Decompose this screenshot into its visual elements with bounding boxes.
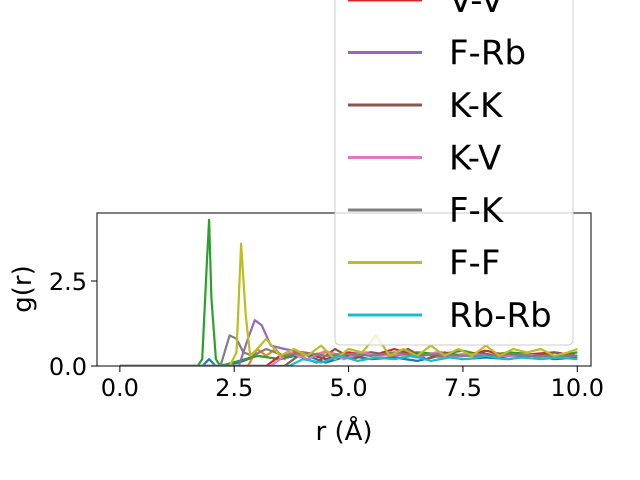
tick-layer: 0.0 2.5 5.0 7.5 10.0 0.0 2.5 <box>49 268 604 402</box>
legend-label: V-V <box>449 0 504 21</box>
legend-label: Rb-Rb <box>449 296 552 336</box>
x-tick-label: 10.0 <box>551 374 604 402</box>
y-tick-label: 0.0 <box>49 353 87 381</box>
x-tick-label: 5.0 <box>329 374 367 402</box>
x-tick-label: 7.5 <box>444 374 482 402</box>
legend-label: K-K <box>449 86 504 126</box>
x-axis-label: r (Å) <box>315 415 372 447</box>
legend-label: F-Rb <box>449 34 526 74</box>
x-tick-label: 0.0 <box>101 374 139 402</box>
legend-label: F-K <box>449 191 505 231</box>
legend-label: K-V <box>449 139 501 179</box>
y-tick-label: 2.5 <box>49 268 87 296</box>
x-tick-label: 2.5 <box>215 374 253 402</box>
legend-label: F-F <box>449 244 500 284</box>
legend: V-V F-Rb K-K K-V F-K F-F Rb-Rb <box>334 0 574 346</box>
legend-box <box>334 0 574 346</box>
y-axis-label: g(r) <box>8 265 38 312</box>
series-line-9 <box>119 354 578 366</box>
